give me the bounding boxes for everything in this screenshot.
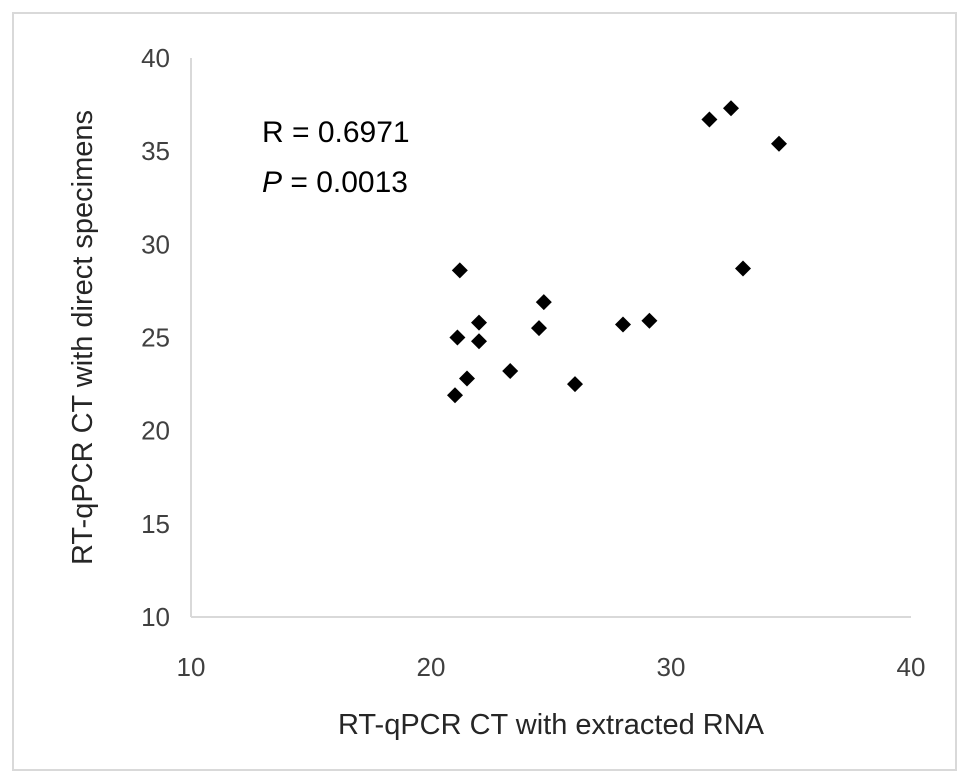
y-tick-label: 30 xyxy=(141,229,170,259)
p-symbol: P xyxy=(262,166,282,199)
data-point xyxy=(615,316,631,333)
y-tick-label: 20 xyxy=(141,416,170,446)
r-value-annotation: R = 0.6971 xyxy=(262,116,410,149)
x-axis-title: RT-qPCR CT with extracted RNA xyxy=(338,709,765,741)
p-value-text: = 0.0013 xyxy=(282,166,408,199)
data-points xyxy=(447,100,787,404)
chart-frame: 10 20 30 40 10 15 20 25 30 35 40 R = 0.6971 P = 0… xyxy=(12,12,957,771)
data-point xyxy=(723,100,739,117)
y-tick-label: 15 xyxy=(141,509,170,539)
data-point xyxy=(471,333,487,350)
x-tick-label: 30 xyxy=(657,652,686,682)
scatter-chart: 10 20 30 40 10 15 20 25 30 35 40 R = 0.6971 P = 0… xyxy=(67,43,926,741)
y-tick-label: 10 xyxy=(141,602,170,632)
x-tick-label: 20 xyxy=(417,652,446,682)
data-point xyxy=(771,135,787,152)
x-tick-label: 10 xyxy=(177,652,206,682)
data-point xyxy=(535,294,552,311)
data-point xyxy=(451,262,468,279)
x-tick-label: 40 xyxy=(897,652,926,682)
data-point xyxy=(701,111,718,128)
data-point xyxy=(449,329,466,346)
y-tick-label: 25 xyxy=(141,323,170,353)
x-tick-labels: 10 20 30 40 xyxy=(177,652,926,682)
data-point xyxy=(447,387,463,404)
data-point xyxy=(471,314,487,331)
y-axis-title: RT-qPCR CT with direct specimens xyxy=(67,110,99,565)
data-point xyxy=(735,260,751,277)
data-point xyxy=(502,363,519,380)
data-point xyxy=(641,312,658,329)
data-point xyxy=(459,370,475,387)
y-tick-label: 35 xyxy=(141,136,170,166)
data-point xyxy=(531,320,547,337)
data-point xyxy=(567,376,583,393)
y-tick-labels: 10 15 20 25 30 35 40 xyxy=(141,43,170,632)
p-value-annotation: P = 0.0013 xyxy=(262,166,408,199)
axes xyxy=(190,58,911,618)
y-tick-label: 40 xyxy=(141,43,170,73)
